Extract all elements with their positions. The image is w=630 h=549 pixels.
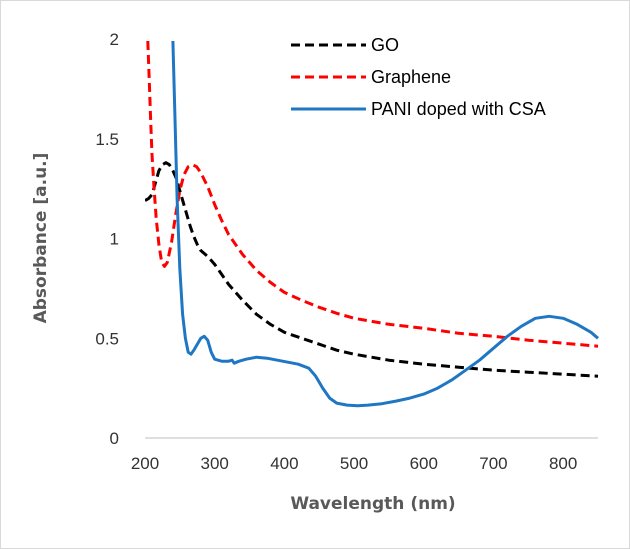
legend-label: Graphene [371, 67, 451, 87]
legend-label: PANI doped with CSA [371, 99, 546, 119]
x-axis-title: Wavelength (nm) [290, 494, 455, 514]
legend-label: GO [371, 35, 399, 55]
x-tick-label: 300 [201, 454, 229, 473]
y-axis-title: Absorbance [a.u.] [31, 153, 51, 324]
y-tick-label: 2 [110, 30, 119, 49]
series-line-pani-doped-with-csa [171, 40, 599, 408]
axes: 0 0.5 1 1.5 2 200 300 400 500 600 700 800 [95, 30, 598, 473]
x-tick-label: 800 [549, 454, 577, 473]
series-line-go [145, 161, 599, 378]
x-tick-label: 600 [410, 454, 438, 473]
x-tick-label: 500 [340, 454, 368, 473]
x-tick-label: 700 [479, 454, 507, 473]
x-tick-label: 200 [131, 454, 159, 473]
y-tick-label: 1 [110, 230, 119, 249]
y-tick-label: 0 [110, 429, 119, 448]
x-tick-label: 400 [270, 454, 298, 473]
series-line-graphene [146, 40, 599, 348]
y-tick-label: 0.5 [95, 329, 119, 348]
plot-area [145, 40, 599, 408]
y-tick-label: 1.5 [95, 130, 119, 149]
legend: GO Graphene PANI doped with CSA [291, 35, 546, 119]
